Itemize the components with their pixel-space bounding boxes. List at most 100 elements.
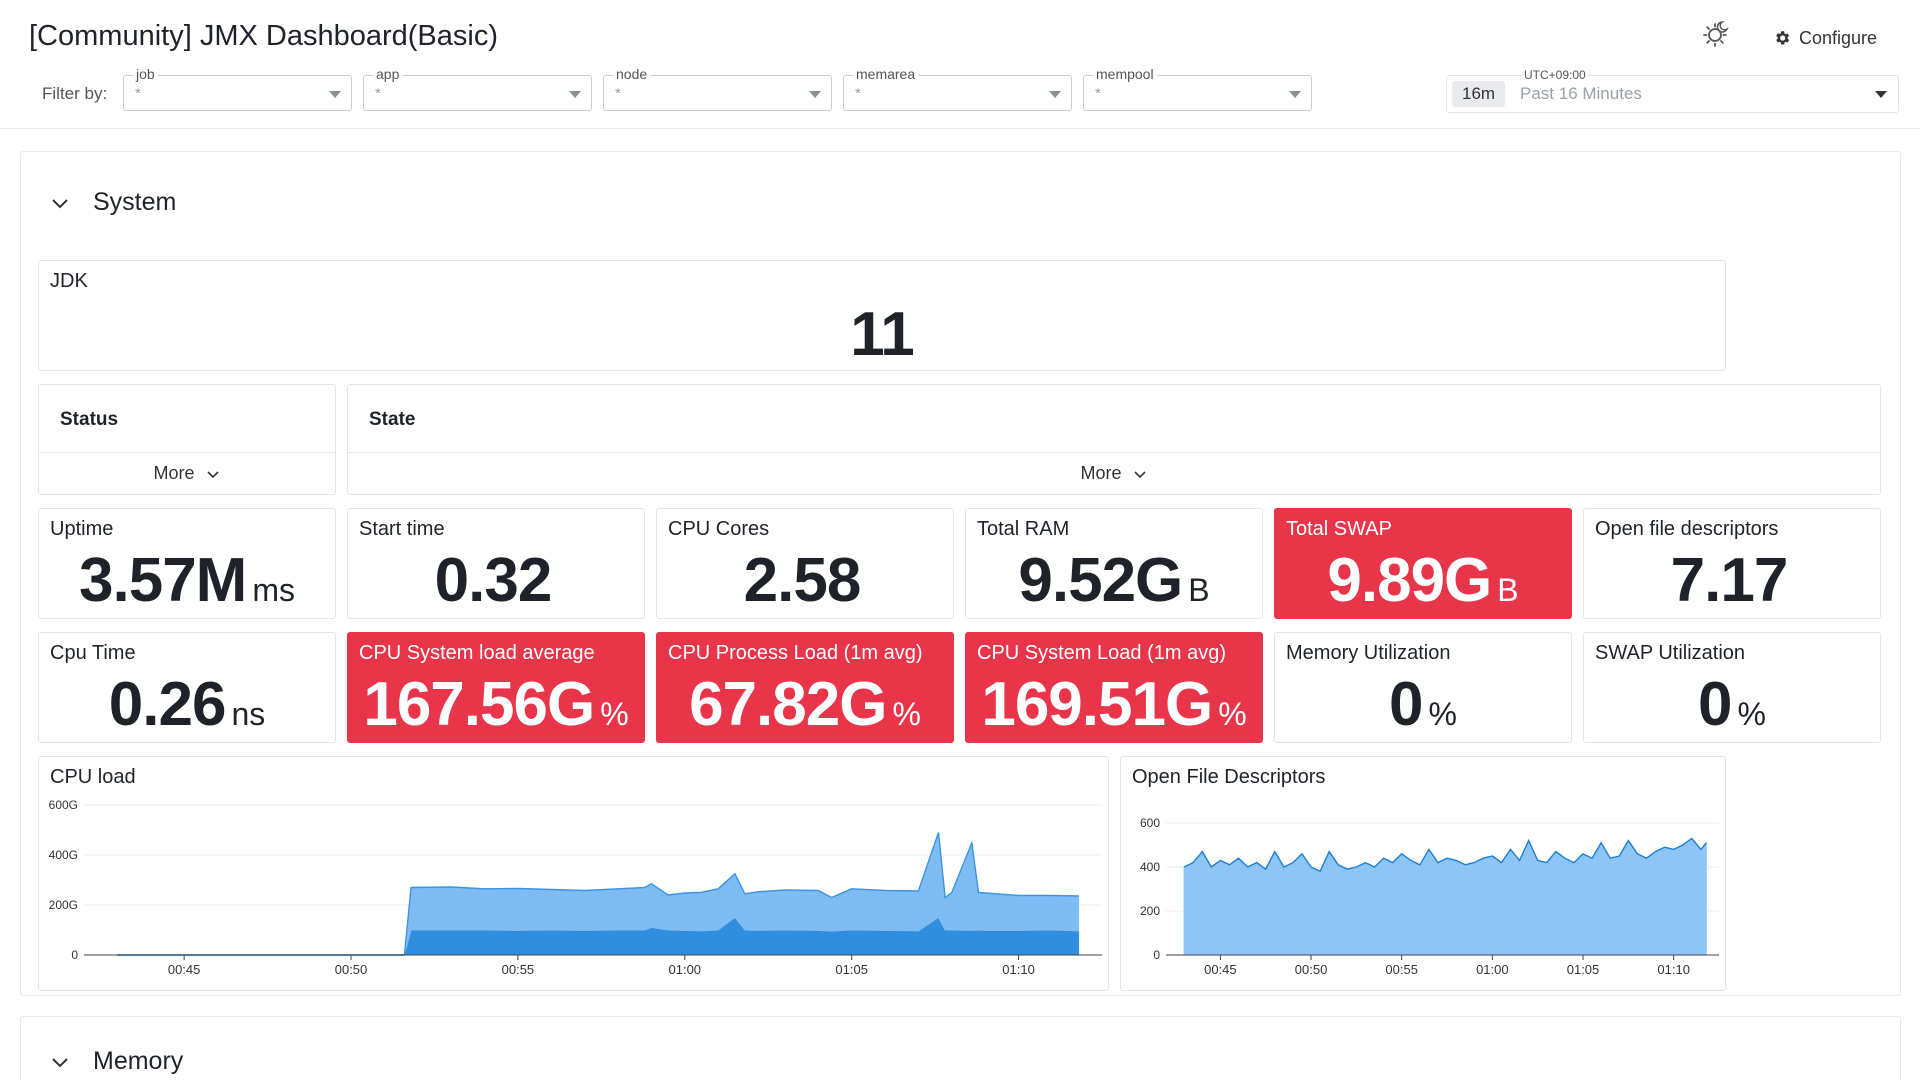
stat-display: 2.58 (657, 545, 953, 616)
section-system-toggle[interactable]: System (49, 188, 176, 217)
filter-mempool-label: mempool (1093, 66, 1157, 82)
x-tick-label: 01:10 (1002, 962, 1035, 977)
stat-cpu-system-load-average: CPU System load average 167.56G% (347, 632, 645, 743)
stat-total-swap: Total SWAP 9.89G B (1274, 508, 1572, 619)
x-tick-label: 01:00 (669, 962, 702, 977)
state-more-label: More (1080, 463, 1122, 483)
stat-unit: % (1218, 696, 1247, 732)
y-tick-label: 400 (1140, 860, 1160, 874)
filter-app-label: app (373, 66, 403, 82)
stat-display: 167.56G% (348, 669, 644, 740)
stat-title: Uptime (50, 518, 114, 540)
cpu-load-title: CPU load (50, 766, 136, 788)
stat-swap-utilization: SWAP Utilization 0% (1583, 632, 1881, 743)
jdk-stat: 11 (39, 299, 1725, 370)
theme-toggle-button[interactable] (1700, 18, 1732, 50)
x-tick-label: 00:45 (1204, 962, 1237, 977)
sun-moon-icon (1703, 21, 1729, 47)
x-tick-label: 01:10 (1657, 962, 1690, 977)
stat-display: 7.17 (1584, 545, 1880, 616)
section-memory-toggle[interactable]: Memory (49, 1047, 183, 1076)
stat-value: 167.56G (363, 670, 595, 739)
caret-down-icon (1875, 91, 1887, 98)
stat-value: 9.52G (1018, 546, 1183, 615)
chevron-down-icon (52, 1057, 68, 1067)
stat-title: Open file descriptors (1595, 518, 1779, 540)
filter-job-select[interactable]: job * (123, 66, 352, 111)
stat-title: CPU System load average (359, 642, 595, 664)
filter-app-select[interactable]: app * (363, 66, 592, 111)
x-tick-label: 00:50 (335, 962, 368, 977)
stat-display: 0.26 ns (39, 669, 335, 740)
stat-title: CPU Cores (668, 518, 770, 540)
y-tick-label: 600G (49, 798, 78, 812)
stat-title: CPU System Load (1m avg) (977, 642, 1226, 664)
time-range-badge: 16m (1452, 81, 1506, 107)
timezone-label: UTC+09:00 (1522, 68, 1588, 82)
stat-unit: % (1737, 696, 1766, 732)
stat-unit: B (1497, 572, 1519, 608)
stat-value: 0 (1389, 670, 1423, 739)
stat-display: 9.89G B (1275, 545, 1571, 616)
stat-memory-utilization: Memory Utilization 0% (1274, 632, 1572, 743)
stat-title: Start time (359, 518, 445, 540)
gear-icon (1776, 31, 1790, 45)
status-more-button[interactable]: More (39, 453, 335, 494)
configure-button[interactable]: Configure (1773, 25, 1877, 51)
stat-value: 0.26 (108, 670, 227, 739)
x-tick-label: 01:00 (1476, 962, 1509, 977)
stat-value: 0 (1698, 670, 1732, 739)
stat-display: 67.82G% (657, 669, 953, 740)
stat-value: 67.82G (689, 670, 887, 739)
stat-title: Total RAM (977, 518, 1070, 540)
filter-memarea-select[interactable]: memarea * (843, 66, 1072, 111)
filter-node-select[interactable]: node * (603, 66, 832, 111)
stat-value: 0.32 (434, 546, 553, 615)
stat-cpu-time: Cpu Time 0.26 ns (38, 632, 336, 743)
jdk-value: 11 (850, 300, 915, 369)
section-system: System JDK 11 Status More State More Upt… (20, 151, 1901, 996)
stat-display: 0% (1275, 669, 1571, 740)
stat-title: Cpu Time (50, 642, 136, 664)
stat-unit: % (1428, 696, 1457, 732)
caret-down-icon (1289, 91, 1301, 98)
stat-unit: B (1188, 572, 1210, 608)
cpu-load-panel: CPU load 0 200G 400G 600G 00:45 00:50 00:55 01:… (38, 756, 1109, 991)
state-table-header: State (348, 385, 1880, 453)
chevron-down-icon (52, 198, 68, 208)
stat-title: Memory Utilization (1286, 642, 1451, 664)
series-line-1 (117, 832, 1079, 956)
caret-down-icon (329, 91, 341, 98)
chevron-down-icon (206, 470, 219, 478)
open-fd-title: Open File Descriptors (1132, 766, 1326, 788)
time-range-picker[interactable]: UTC+09:00 16m Past 16 Minutes (1446, 68, 1899, 113)
stat-display: 0% (1584, 669, 1880, 740)
filter-node-label: node (613, 66, 651, 82)
stat-title: SWAP Utilization (1595, 642, 1746, 664)
configure-label: Configure (1799, 27, 1878, 48)
status-table-header: Status (39, 385, 335, 453)
stat-display: 169.51G% (966, 669, 1262, 740)
x-tick-label: 00:55 (1385, 962, 1418, 977)
open-fd-panel: Open File Descriptors 0 200 400 600 00:45 00:… (1120, 756, 1726, 991)
y-tick-label: 0 (1153, 948, 1160, 962)
filter-label: Filter by: (42, 84, 108, 103)
state-more-button[interactable]: More (348, 453, 1880, 494)
open-fd-chart: 0 200 400 600 00:45 00:50 00:55 01:00 01:05 01:10 (1140, 816, 1719, 977)
status-column-header: Status (60, 409, 119, 430)
stat-open-file-descriptors: Open file descriptors 7.17 (1583, 508, 1881, 619)
filter-memarea-label: memarea (853, 66, 919, 82)
stat-total-ram: Total RAM 9.52G B (965, 508, 1263, 619)
stat-cpu-cores: CPU Cores 2.58 (656, 508, 954, 619)
stat-unit: ms (252, 572, 295, 608)
series-area-0 (1183, 837, 1707, 956)
filter-mempool-select[interactable]: mempool * (1083, 66, 1312, 111)
y-tick-label: 0 (71, 948, 78, 962)
state-column-header: State (369, 409, 416, 430)
series-line-0 (1183, 837, 1707, 873)
filter-job-value: * (135, 85, 141, 102)
y-tick-label: 600 (1140, 816, 1160, 830)
stat-uptime: Uptime 3.57M ms (38, 508, 336, 619)
x-tick-label: 01:05 (1567, 962, 1600, 977)
stat-title: CPU Process Load (1m avg) (668, 642, 923, 664)
